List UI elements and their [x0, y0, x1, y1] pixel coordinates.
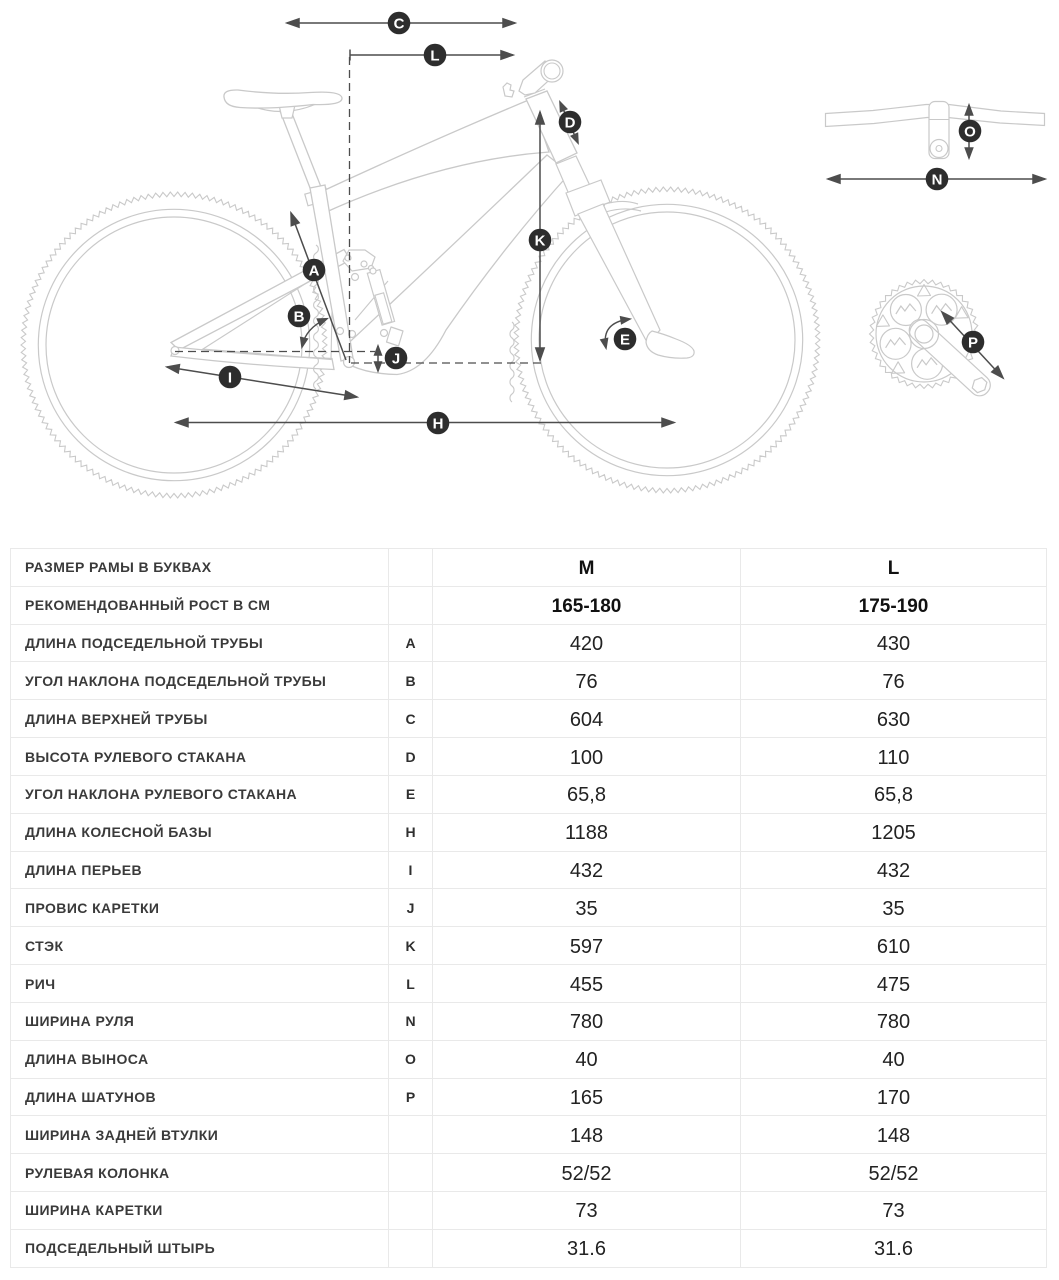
svg-text:A: A	[309, 262, 320, 279]
svg-text:J: J	[392, 350, 400, 367]
svg-text:K: K	[535, 232, 546, 249]
svg-text:B: B	[294, 308, 305, 325]
svg-text:E: E	[620, 331, 630, 348]
svg-text:O: O	[964, 123, 976, 140]
svg-text:P: P	[968, 334, 978, 351]
svg-text:I: I	[228, 369, 232, 386]
svg-text:L: L	[430, 47, 439, 64]
svg-text:D: D	[565, 114, 576, 131]
svg-text:H: H	[433, 415, 444, 432]
svg-text:C: C	[394, 15, 405, 32]
svg-text:N: N	[932, 171, 943, 188]
